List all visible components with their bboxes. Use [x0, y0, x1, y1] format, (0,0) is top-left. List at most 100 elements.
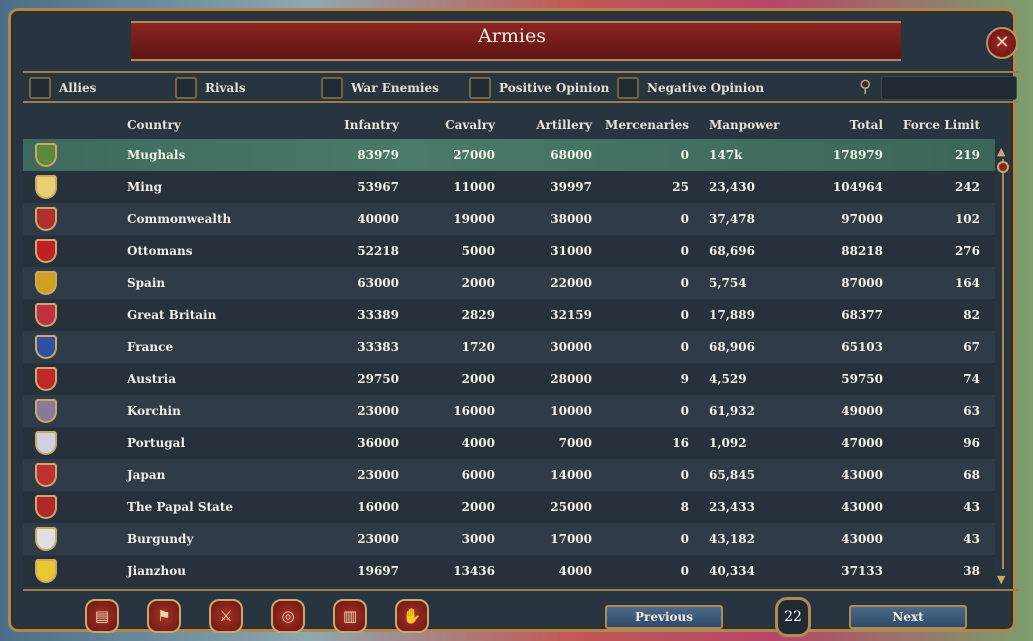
previous-button[interactable]: Previous: [605, 605, 723, 629]
cell-country: Burgundy: [127, 532, 194, 546]
country-flag-icon[interactable]: [35, 335, 57, 359]
ledger-button[interactable]: ▤: [85, 599, 119, 633]
cell-manpower: 68,696: [709, 244, 755, 258]
country-flag-icon[interactable]: [35, 239, 57, 263]
country-flag-icon[interactable]: [35, 527, 57, 551]
filter-label: Negative Opinion: [647, 81, 765, 95]
column-country[interactable]: Country: [127, 118, 181, 132]
cell-infantry: 63000: [357, 276, 399, 290]
cell-manpower: 4,529: [709, 372, 747, 386]
cell-total: 178979: [832, 148, 883, 162]
country-flag-icon[interactable]: [35, 367, 57, 391]
cell-infantry: 40000: [357, 212, 399, 226]
cell-infantry: 29750: [357, 372, 399, 386]
column-cavalry[interactable]: Cavalry: [445, 118, 495, 132]
checkbox[interactable]: [469, 77, 491, 99]
table-row[interactable]: Austria 29750 2000 28000 9 4,529 59750 74: [23, 363, 995, 395]
country-flag-icon[interactable]: [35, 399, 57, 423]
cell-cavalry: 2000: [461, 276, 495, 290]
filter-positive-opinion[interactable]: Positive Opinion: [469, 77, 609, 99]
page-number: 22: [775, 597, 811, 637]
table-row[interactable]: Commonwealth 40000 19000 38000 0 37,478 97000 1…: [23, 203, 995, 235]
cell-country: Great Britain: [127, 308, 217, 322]
table-row[interactable]: Portugal 36000 4000 7000 16 1,092 47000 96: [23, 427, 995, 459]
column-infantry[interactable]: Infantry: [344, 118, 399, 132]
table-row[interactable]: The Papal State 16000 2000 25000 8 23,433 4300…: [23, 491, 995, 523]
cell-artillery: 22000: [550, 276, 592, 290]
cell-infantry: 19697: [357, 564, 399, 578]
cell-manpower: 65,845: [709, 468, 755, 482]
country-flag-icon[interactable]: [35, 303, 57, 327]
cell-mercenaries: 0: [680, 340, 689, 354]
crossed-swords-button[interactable]: ⚔: [209, 599, 243, 633]
coins-button[interactable]: ◎: [271, 599, 305, 633]
next-button[interactable]: Next: [849, 605, 967, 629]
flag-button[interactable]: ⚑: [147, 599, 181, 633]
column-manpower[interactable]: Manpower: [709, 118, 780, 132]
filter-label: Rivals: [205, 81, 246, 95]
handshake-button[interactable]: ✋: [395, 599, 429, 633]
cell-mercenaries: 0: [680, 212, 689, 226]
table-row[interactable]: Ming 53967 11000 39997 25 23,430 104964 242: [23, 171, 995, 203]
checkbox[interactable]: [29, 77, 51, 99]
cell-total: 43000: [841, 468, 883, 482]
checkbox[interactable]: [321, 77, 343, 99]
cell-force-limit: 67: [963, 340, 980, 354]
checkbox[interactable]: [617, 77, 639, 99]
search-input[interactable]: [881, 76, 1017, 100]
scroll-up-icon[interactable]: ▲: [997, 145, 1006, 158]
cell-manpower: 43,182: [709, 532, 755, 546]
country-flag-icon[interactable]: [35, 271, 57, 295]
cell-country: Jianzhou: [127, 564, 187, 578]
table-row[interactable]: Burgundy 23000 3000 17000 0 43,182 43000 43: [23, 523, 995, 555]
buildings-button[interactable]: ▥: [333, 599, 367, 633]
cell-manpower: 17,889: [709, 308, 755, 322]
column-total[interactable]: Total: [849, 118, 883, 132]
checkbox[interactable]: [175, 77, 197, 99]
column-force-limit[interactable]: Force Limit: [902, 118, 980, 132]
cell-force-limit: 219: [954, 148, 980, 162]
country-flag-icon[interactable]: [35, 495, 57, 519]
table-row[interactable]: Great Britain 33389 2829 32159 0 17,889 68377 8…: [23, 299, 995, 331]
window-title: Armies: [478, 25, 546, 47]
cell-infantry: 16000: [357, 500, 399, 514]
table-row[interactable]: Ottomans 52218 5000 31000 0 68,696 88218 276: [23, 235, 995, 267]
column-artillery[interactable]: Artillery: [536, 118, 592, 132]
scroll-thumb[interactable]: [997, 161, 1009, 173]
country-flag-icon[interactable]: [35, 175, 57, 199]
scroll-track[interactable]: [1002, 159, 1004, 569]
cell-cavalry: 16000: [453, 404, 495, 418]
cell-manpower: 68,906: [709, 340, 755, 354]
cell-artillery: 4000: [558, 564, 592, 578]
table-row[interactable]: Spain 63000 2000 22000 0 5,754 87000 164: [23, 267, 995, 299]
cell-cavalry: 27000: [453, 148, 495, 162]
cell-artillery: 31000: [550, 244, 592, 258]
country-flag-icon[interactable]: [35, 207, 57, 231]
cell-mercenaries: 0: [680, 404, 689, 418]
filter-war-enemies[interactable]: War Enemies: [321, 77, 439, 99]
cell-manpower: 147k: [709, 148, 743, 162]
table-row[interactable]: Mughals 83979 27000 68000 0 147k 178979 219: [23, 139, 995, 171]
table-row[interactable]: Korchin 23000 16000 10000 0 61,932 49000 63: [23, 395, 995, 427]
cell-cavalry: 3000: [461, 532, 495, 546]
filter-rivals[interactable]: Rivals: [175, 77, 246, 99]
country-flag-icon[interactable]: [35, 431, 57, 455]
magnifier-icon[interactable]: ⚲: [859, 77, 872, 97]
table-row[interactable]: France 33383 1720 30000 0 68,906 65103 67: [23, 331, 995, 363]
filter-negative-opinion[interactable]: Negative Opinion: [617, 77, 764, 99]
cell-force-limit: 96: [963, 436, 980, 450]
close-icon[interactable]: ✕: [986, 27, 1018, 59]
scrollbar[interactable]: ▲ ▼: [997, 145, 1009, 586]
column-mercenaries[interactable]: Mercenaries: [605, 118, 689, 132]
table-row[interactable]: Jianzhou 19697 13436 4000 0 40,334 37133 38: [23, 555, 995, 587]
filter-allies[interactable]: Allies: [29, 77, 96, 99]
country-flag-icon[interactable]: [35, 559, 57, 583]
cell-country: Ming: [127, 180, 162, 194]
cell-country: Ottomans: [127, 244, 193, 258]
country-flag-icon[interactable]: [35, 143, 57, 167]
country-flag-icon[interactable]: [35, 463, 57, 487]
cell-mercenaries: 0: [680, 148, 689, 162]
scroll-down-icon[interactable]: ▼: [997, 573, 1006, 586]
table-row[interactable]: Japan 23000 6000 14000 0 65,845 43000 68: [23, 459, 995, 491]
cell-country: The Papal State: [127, 500, 234, 514]
